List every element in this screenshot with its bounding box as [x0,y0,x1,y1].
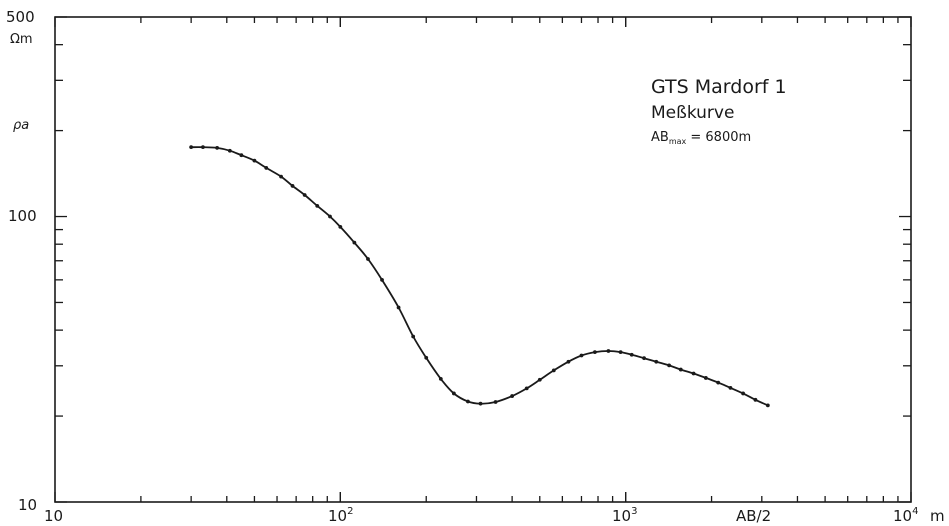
data-point [728,386,733,390]
data-point [579,353,584,358]
series-group [189,145,770,408]
data-point [279,174,283,179]
data-point [201,145,205,150]
data-point [264,166,269,170]
data-point [252,158,257,163]
chart-title: GTS Mardorf 1 [651,76,787,98]
data-point [366,257,370,261]
y-axis-label: ρa [13,118,29,133]
chart-annotation: ABmax = 6800m [651,130,751,146]
data-point [328,214,332,219]
measurement-curve [191,146,769,407]
y-unit-label: Ωm [10,32,33,47]
data-point [691,371,696,376]
data-point [741,391,746,396]
y-tick-label-500: 500 [6,8,35,26]
data-point [703,376,708,380]
data-point [765,403,770,408]
x-tick-label-10000: 104 [893,506,918,525]
data-point [716,380,721,385]
data-point [524,386,529,391]
x-unit-label: m [930,507,945,525]
data-point [424,355,429,360]
data-point [642,356,646,361]
data-point [239,153,244,158]
data-point [606,349,611,353]
x-tick-label-1000: 103 [612,506,637,525]
data-point [667,363,672,368]
data-point [678,367,683,372]
data-point [352,240,357,245]
chart-title-block: GTS Mardorf 1 Meßkurve ABmax = 6800m [651,76,787,146]
data-point [189,145,194,150]
data-point [438,376,443,381]
plot-frame [54,16,912,503]
data-point [753,397,758,402]
data-point [466,399,470,404]
chart-subtitle: Meßkurve [651,103,734,123]
data-point [215,145,220,150]
y-tick-label-10: 10 [18,496,37,514]
data-point [618,350,623,355]
data-point [380,277,384,282]
data-point [566,359,571,364]
plot-border [54,16,912,503]
data-point [537,377,542,382]
y-tick-label-100: 100 [8,207,37,225]
tick-labels: 500 100 10 Ωm ρa 10 102 103 AB/2 104 m [6,8,945,525]
data-point [551,368,556,373]
x-tick-label-100: 102 [328,506,353,525]
data-point [227,148,232,153]
data-point [396,305,401,310]
data-point [451,391,456,396]
data-point [302,193,307,197]
axis-ticks [54,16,912,503]
data-point [654,359,659,364]
data-point [510,394,515,398]
data-point [338,224,343,229]
data-point [315,203,320,208]
data-point [478,401,483,406]
data-point [290,184,295,188]
data-point [411,334,416,339]
data-point [592,350,597,355]
data-point [629,352,634,357]
x-tick-label-10: 10 [44,507,63,525]
data-point [493,400,498,404]
x-axis-label: AB/2 [736,507,771,525]
